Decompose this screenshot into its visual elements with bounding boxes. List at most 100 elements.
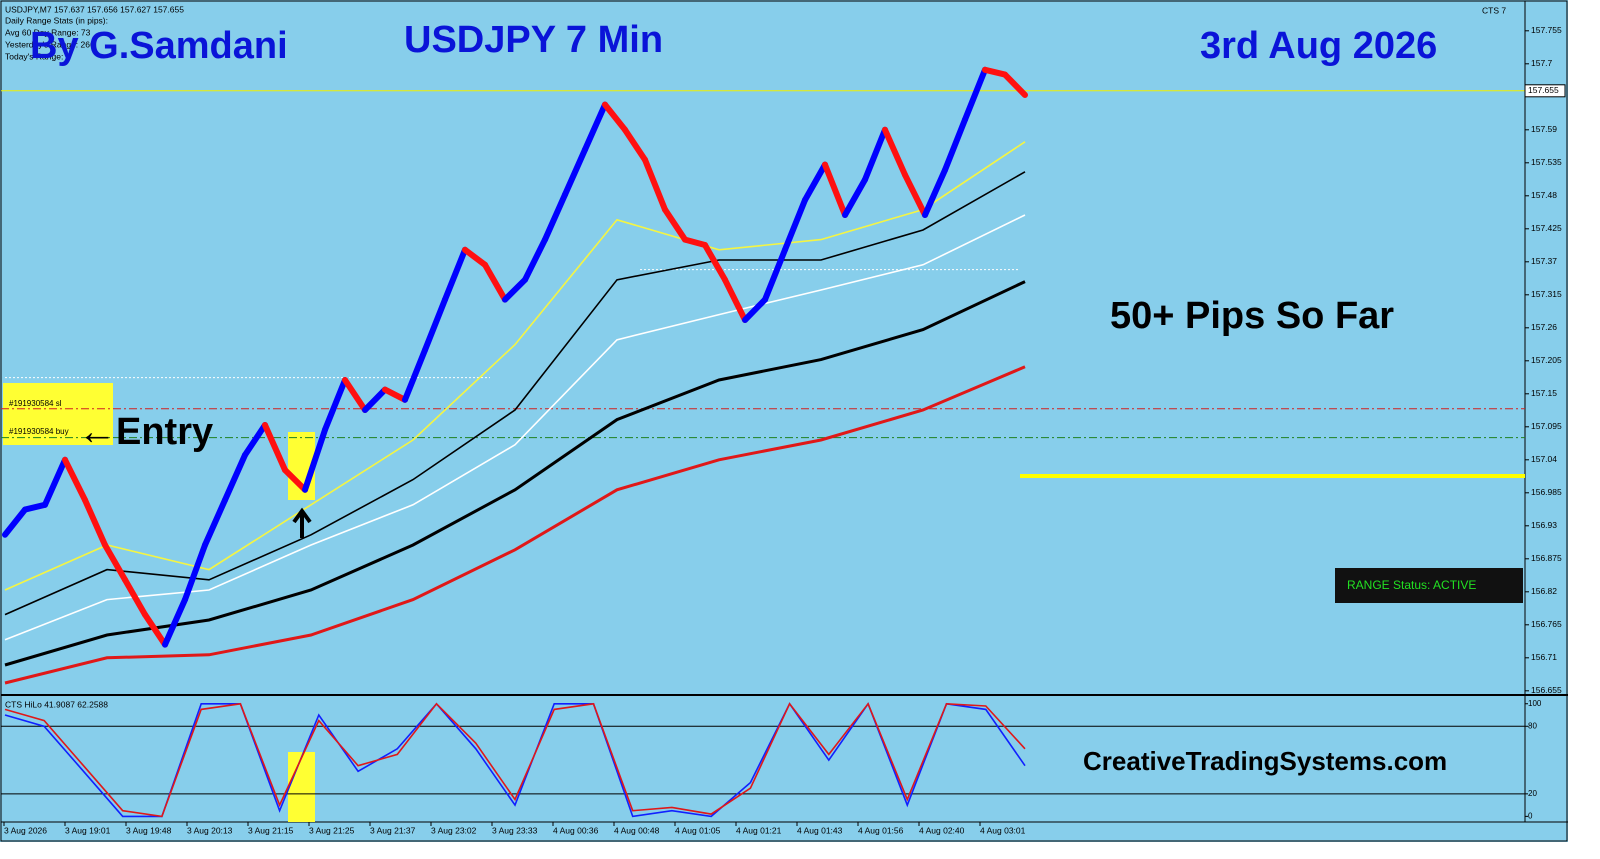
x-tick-label: 4 Aug 01:21 — [736, 825, 782, 835]
price-segment — [522, 236, 548, 283]
x-tick-label: 3 Aug 21:25 — [309, 825, 355, 835]
x-tick-label: 4 Aug 00:36 — [553, 825, 599, 835]
price-segment — [162, 596, 188, 648]
price-segment — [962, 66, 988, 123]
price-segment — [142, 611, 168, 648]
entry-arrow — [292, 507, 312, 538]
price-segment — [82, 497, 108, 548]
price-segment — [222, 452, 248, 503]
x-tick-label: 4 Aug 00:48 — [614, 825, 660, 835]
price-segment — [762, 246, 788, 303]
price-segment — [702, 242, 728, 283]
info-line: Yesterday's Range: 266 — [5, 39, 95, 49]
price-segment — [802, 161, 828, 203]
price-segment — [662, 206, 688, 243]
price-segment — [342, 377, 368, 413]
price-segment — [302, 426, 328, 493]
y-tick-label: 157.37 — [1531, 256, 1557, 266]
background — [0, 0, 1568, 842]
y-tick-label: 156.655 — [1531, 685, 1562, 695]
info-line: Avg 60 Day Range: 73 — [5, 27, 91, 37]
price-segment — [942, 116, 968, 173]
price-segment — [922, 167, 948, 218]
info-line: Today's Range: — [5, 51, 63, 61]
price-segment — [482, 261, 508, 303]
y-tick-label: 157.755 — [1531, 25, 1562, 35]
entry-note: ←Entry — [78, 411, 213, 453]
x-tick-label: 4 Aug 01:05 — [675, 825, 721, 835]
price-segment — [242, 422, 268, 458]
y-tick-label: 156.82 — [1531, 586, 1557, 596]
price-segment — [182, 542, 208, 603]
y-tick-label: 100 — [1528, 699, 1542, 708]
y-tick-label: 157.095 — [1531, 421, 1562, 431]
price-segment — [1002, 71, 1028, 98]
marks: 157.755 157.7 157.59 157.535 157.48 157.425 15… — [1, 25, 1566, 835]
price-segment — [822, 161, 848, 218]
x-tick-label: 4 Aug 01:43 — [797, 825, 843, 835]
pips-note: 50+ Pips So Far — [1110, 295, 1394, 337]
price-segment — [62, 456, 88, 503]
y-tick-label: 157.48 — [1531, 190, 1557, 200]
y-tick-label: 20 — [1528, 789, 1537, 798]
price-segment — [442, 246, 468, 303]
x-tick-label: 4 Aug 02:40 — [919, 825, 965, 835]
moving-average — [4, 214, 1026, 641]
y-tick-label: 156.875 — [1531, 553, 1562, 563]
price-segment — [122, 576, 148, 618]
y-tick-label: 0 — [1528, 811, 1533, 820]
chart-title: USDJPY 7 Min — [404, 19, 663, 61]
oscillator-line — [4, 702, 1026, 818]
price-segment — [842, 176, 868, 218]
price-segment — [542, 191, 568, 243]
price-segment — [102, 542, 128, 583]
author: By G.Samdani — [30, 25, 288, 67]
oscillator-highlight — [288, 752, 315, 822]
x-tick-label: 3 Aug 2026 — [4, 825, 47, 835]
info-line: USDJPY,M7 157.637 157.656 157.627 157.65… — [5, 4, 184, 14]
price-segment — [742, 296, 768, 323]
status-box — [1335, 568, 1523, 603]
sl-label: #191930584 sl — [9, 399, 62, 408]
y-tick-label: 157.04 — [1531, 454, 1557, 464]
y-tick-label: 156.985 — [1531, 487, 1562, 497]
y-tick-label: 157.535 — [1531, 157, 1562, 167]
moving-average — [4, 365, 1026, 685]
price-segment — [462, 246, 488, 268]
x-tick-label: 3 Aug 21:15 — [248, 825, 294, 835]
y-tick-label: 157.26 — [1531, 322, 1557, 332]
y-tick-label: 157.15 — [1531, 388, 1557, 398]
y-tick-label: 157.205 — [1531, 355, 1562, 365]
price-segment — [322, 377, 348, 433]
price-segment — [262, 422, 288, 473]
buy-label: #191930584 buy — [9, 427, 69, 436]
price-segment — [902, 171, 928, 218]
platform-label: CTS 7 — [1482, 5, 1506, 15]
price-segment — [642, 156, 668, 213]
x-tick-label: 3 Aug 20:13 — [187, 825, 233, 835]
y-tick-label: 157.425 — [1531, 223, 1562, 233]
price-segment — [782, 197, 808, 253]
y-tick-label: 157.7 — [1531, 58, 1553, 68]
date: 3rd Aug 2026 — [1200, 25, 1437, 67]
price-segment — [402, 347, 428, 403]
y-tick-label: 156.71 — [1531, 652, 1557, 662]
price-segment — [582, 101, 608, 153]
price-segment — [382, 386, 408, 403]
price-segment — [2, 506, 28, 538]
price-segment — [282, 467, 308, 493]
price-segment — [502, 276, 528, 303]
status-text: RANGE Status: ACTIVE — [1347, 578, 1476, 592]
oscillator-title: CTS HiLo 41.9087 62.2588 — [5, 699, 108, 709]
frame — [0, 0, 1568, 842]
price-segment — [202, 497, 228, 548]
price-segment — [982, 66, 1008, 78]
price-segment — [22, 501, 48, 513]
x-tick-label: 3 Aug 23:33 — [492, 825, 538, 835]
website: CreativeTradingSystems.com — [1083, 746, 1447, 776]
price-segment — [602, 101, 628, 133]
x-tick-label: 3 Aug 19:48 — [126, 825, 172, 835]
price-segment — [422, 296, 448, 353]
